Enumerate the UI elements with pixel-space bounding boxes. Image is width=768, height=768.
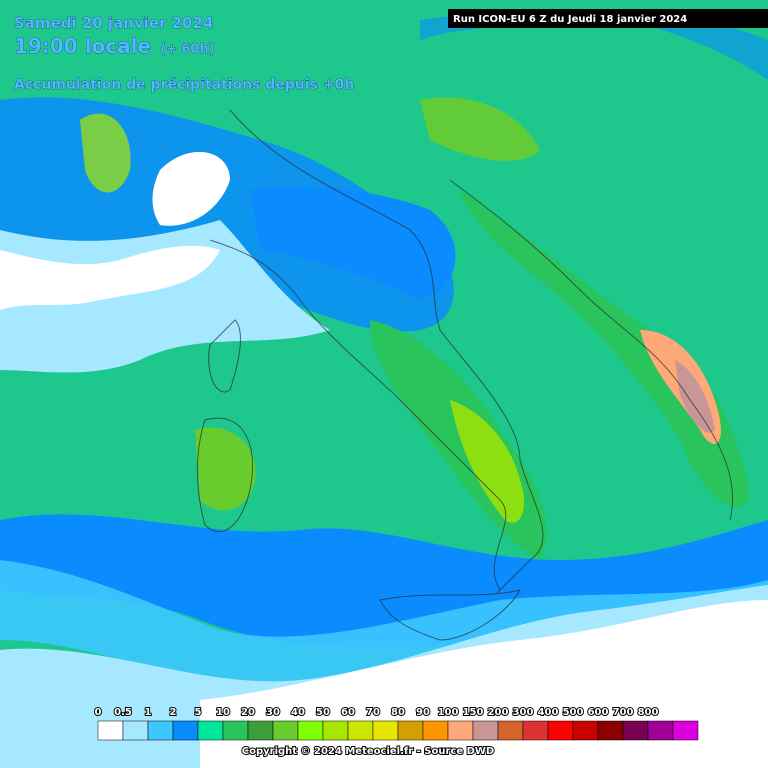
legend-label: 60 bbox=[341, 707, 355, 718]
legend-label: 30 bbox=[266, 707, 280, 718]
legend-label: 10 bbox=[216, 707, 230, 718]
legend-swatch bbox=[222, 720, 249, 741]
legend-swatch bbox=[397, 720, 424, 741]
legend-swatch bbox=[572, 720, 599, 741]
legend: 0 0.5 1 2 5 10 20 30 40 50 60 70 80 90 100 150 200 300 400… bbox=[94, 706, 699, 741]
legend-swatch bbox=[122, 720, 149, 741]
legend-swatch bbox=[497, 720, 524, 741]
legend-label: 80 bbox=[391, 707, 405, 718]
legend-label: 400 bbox=[538, 707, 559, 718]
legend-label: 200 bbox=[488, 707, 509, 718]
legend-swatch bbox=[672, 720, 699, 741]
legend-swatch bbox=[322, 720, 349, 741]
legend-label: 800 bbox=[638, 707, 659, 718]
legend-swatch bbox=[147, 720, 174, 741]
legend-swatch bbox=[472, 720, 499, 741]
legend-label: 0 bbox=[95, 707, 102, 718]
legend-swatch bbox=[547, 720, 574, 741]
legend-label: 5 bbox=[195, 707, 202, 718]
legend-label: 500 bbox=[563, 707, 584, 718]
legend-label: 150 bbox=[463, 707, 484, 718]
legend-label: 2 bbox=[170, 707, 177, 718]
legend-label: 1 bbox=[145, 707, 152, 718]
legend-swatch bbox=[622, 720, 649, 741]
legend-label: 20 bbox=[241, 707, 255, 718]
legend-label: 90 bbox=[416, 707, 430, 718]
legend-swatch bbox=[647, 720, 674, 741]
legend-swatch bbox=[422, 720, 449, 741]
legend-label: 100 bbox=[438, 707, 459, 718]
legend-label: 50 bbox=[316, 707, 330, 718]
legend-swatch bbox=[297, 720, 324, 741]
copyright: Copyright © 2024 Meteociel.fr - Source D… bbox=[242, 746, 494, 757]
run-label: Run ICON-EU 6 Z du Jeudi 18 janvier 2024 bbox=[453, 14, 687, 25]
legend-swatch bbox=[172, 720, 199, 741]
legend-swatch bbox=[447, 720, 474, 741]
legend-swatch bbox=[272, 720, 299, 741]
legend-label: 70 bbox=[366, 707, 380, 718]
legend-label: 600 bbox=[588, 707, 609, 718]
legend-swatch bbox=[597, 720, 624, 741]
legend-swatch bbox=[247, 720, 274, 741]
legend-swatch bbox=[372, 720, 399, 741]
legend-swatch bbox=[197, 720, 224, 741]
run-banner bbox=[448, 9, 768, 28]
legend-swatch bbox=[347, 720, 374, 741]
legend-label: 700 bbox=[613, 707, 634, 718]
offset-label: (+ 60h) bbox=[160, 42, 215, 57]
legend-label: 300 bbox=[513, 707, 534, 718]
subtitle: Accumulation de précipitations depuis +0… bbox=[14, 77, 354, 93]
legend-swatch bbox=[522, 720, 549, 741]
legend-label: 0.5 bbox=[114, 707, 132, 718]
coastlines bbox=[197, 109, 734, 641]
legend-swatch bbox=[97, 720, 124, 741]
legend-label: 40 bbox=[291, 707, 305, 718]
time-label: 19:00 locale bbox=[14, 34, 151, 58]
date-label: Samedi 20 janvier 2024 bbox=[14, 14, 213, 32]
